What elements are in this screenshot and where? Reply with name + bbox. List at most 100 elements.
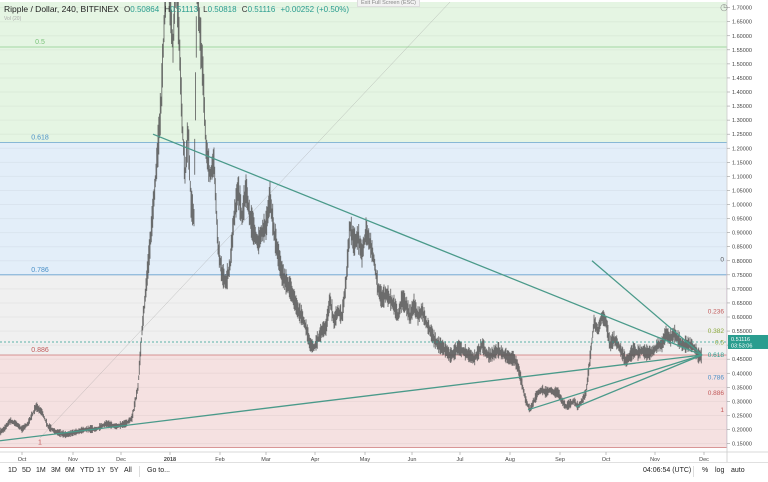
close-label: C [241,5,248,14]
trendline-recent-upper [591,260,703,356]
log-toggle[interactable]: log [715,467,725,474]
time-tick-label: Dec [699,457,709,463]
diagonal-guide-line [39,1,451,439]
time-tick-label: Jun [408,457,417,463]
fib-right-label: 1 [720,407,724,414]
time-tick-label: Oct [602,457,611,463]
price-tick-label: 0.45000 [732,357,752,363]
time-tick-label: May [360,457,371,463]
fib-level-label: 1 [38,440,42,447]
fib-right-label: 0.786 [708,374,725,381]
low-label: L [203,5,208,14]
price-tick-label: 0.20000 [732,428,752,434]
time-tick-label: Apr [311,457,320,463]
price-tick-label: 1.50000 [732,62,752,68]
price-tick-label: 0.85000 [732,245,752,251]
time-tick-label: Feb [215,457,224,463]
range-3m[interactable]: 3M [51,467,61,474]
close-value: 0.51116 [247,5,276,14]
time-tick-label: Sep [555,457,565,463]
diagonal-guide [39,1,451,439]
price-tick-label: 0.55000 [732,329,752,335]
clock-icon[interactable]: ◷ [720,2,728,12]
price-tick-label: 1.40000 [732,90,752,96]
price-tick-label: 0.75000 [732,273,752,279]
price-tick-label: 1.15000 [732,160,752,166]
trendline-recent-lower-2 [575,354,703,408]
price-tag-countdown: 03:53:06 [731,343,752,349]
open-value: 0.50864 [130,5,160,14]
fib-level-label: 0.618 [31,135,49,142]
price-axis: 0.15000 0.20000 0.25000 0.30000 0.35000 0.400… [726,0,768,462]
fib-level-label: 0.786 [31,267,49,274]
time-tick-label: 2018 [164,457,176,463]
fib-right-label: 0 [720,256,724,263]
auto-toggle[interactable]: auto [731,467,745,474]
percent-toggle[interactable]: % [702,467,709,474]
price-tick-label: 0.95000 [732,217,752,223]
price-tick-label: 0.80000 [732,259,752,265]
trendline-lower-support [0,354,703,442]
change-value: +0.00252 (+0.50%) [280,5,350,14]
high-value: 0.51113 [170,5,198,14]
price-tick-label: 0.65000 [732,301,752,307]
time-tick-label: Nov [650,457,660,463]
price-tick-label: 0.35000 [732,385,752,391]
goto-button[interactable]: Go to... [147,467,170,474]
fib-zones [0,2,727,448]
fib-zone [0,354,727,448]
fib-right-label: 0.236 [708,308,725,315]
time-axis: Oct Nov Dec 2018 Feb Mar Apr May Jun Jul Aug Sep Oct… [0,451,768,463]
price-tick-label: 1.45000 [732,76,752,82]
range-1y[interactable]: 1Y [97,467,106,474]
range-all[interactable]: All [124,467,132,474]
price-tick-label: 0.60000 [732,315,752,321]
price-tag-box [728,334,768,349]
open-label: O [124,5,131,14]
fib-level-label: 0.5 [35,39,45,46]
fib-level-label: 0.886 [31,347,49,354]
fib-right-label: 0.886 [708,390,725,397]
high-label: H [164,5,171,14]
low-value: 0.50818 [207,5,237,14]
price-tick-label: 0.40000 [732,371,752,377]
price-tick-label: 1.65000 [732,20,752,26]
time-tick-label: Nov [68,457,78,463]
price-tick-label: 1.60000 [732,34,752,40]
price-tick-label: 1.20000 [732,146,752,152]
price-tick-label: 0.70000 [732,287,752,293]
price-tick-label: 0.25000 [732,413,752,419]
price-tick-label: 1.35000 [732,104,752,110]
exit-fullscreen-button[interactable]: Exit Full Screen (ESC) [357,0,421,7]
range-ytd[interactable]: YTD [80,467,94,474]
time-tick-label: Mar [261,457,271,463]
symbol-legend: Ripple / Dollar, 240, BITFINEX O0.50864 … [4,4,349,14]
fib-zone [0,47,727,143]
toolbar-divider [693,466,694,477]
range-5d[interactable]: 5D [22,467,31,474]
price-tick-label: 1.55000 [732,48,752,54]
price-tick-label: 1.30000 [732,118,752,124]
fib-right-label: 0.618 [708,352,725,359]
range-5y[interactable]: 5Y [110,467,119,474]
fib-zone-top [0,2,727,47]
price-tick-label: 0.90000 [732,231,752,237]
fib-levels: 0.5 0.618 0.786 0.886 1 [0,39,727,448]
price-tick-label: 0.15000 [732,442,752,448]
volume-label: Vol (20) [4,16,22,22]
time-tick-label: Oct [18,457,27,463]
bottom-toolbar: 1D 5D 1M 3M 6M YTD 1Y 5Y All Go to... 04… [0,462,768,480]
utc-time[interactable]: 04:06:54 (UTC) [643,467,692,474]
range-1m[interactable]: 1M [36,467,46,474]
symbol-name[interactable]: Ripple / Dollar, 240, BITFINEX [4,4,119,14]
price-tick-label: 0.30000 [732,399,752,405]
range-6m[interactable]: 6M [65,467,75,474]
time-tick-label: Dec [116,457,126,463]
time-tick-label: Aug [505,457,515,463]
trendline-upper-resistance [152,133,703,356]
price-tag-value: 0.51116 [731,337,750,343]
range-1d[interactable]: 1D [8,467,17,474]
